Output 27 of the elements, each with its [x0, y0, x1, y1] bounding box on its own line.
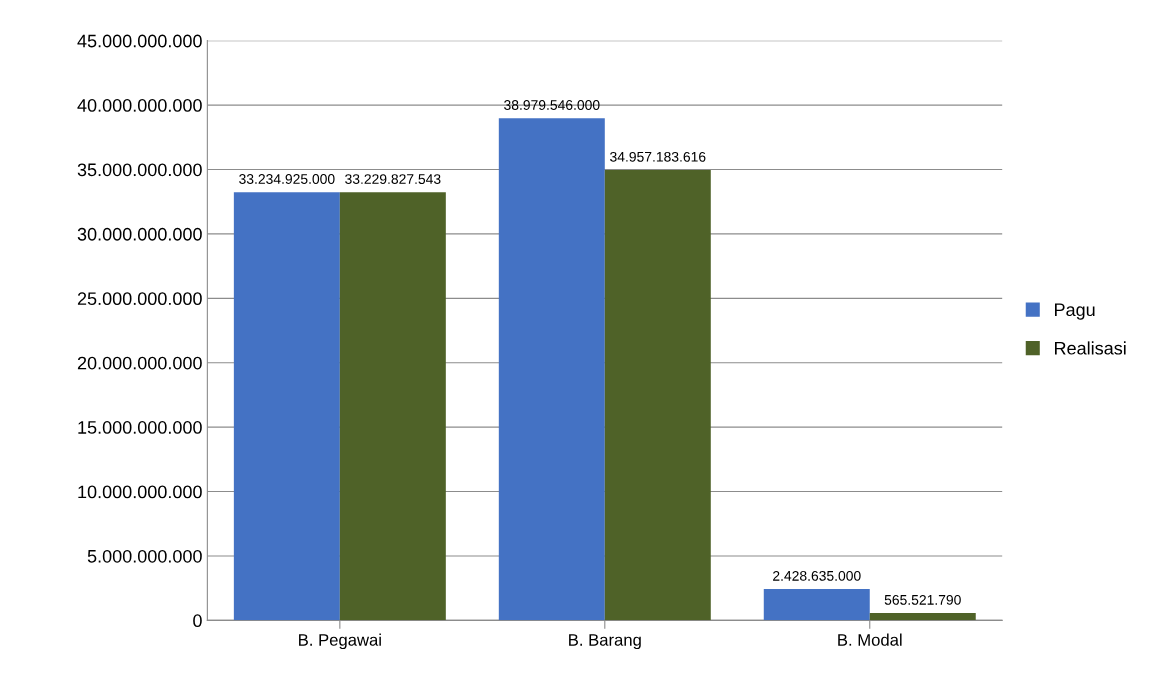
y-tick-label: 20.000.000.000 — [77, 356, 202, 370]
y-tick-label: 30.000.000.000 — [77, 227, 202, 241]
y-tick-label: 15.000.000.000 — [78, 421, 202, 434]
data-label: 38.979.546.000 — [504, 100, 600, 110]
y-tick-label: 10.000.000.000 — [78, 485, 202, 499]
data-label: 34.957.183.616 — [610, 151, 706, 162]
y-tick-label: 45.000.000.000 — [77, 34, 202, 48]
data-label: 33.229.827.543 — [345, 174, 441, 184]
x-tick-label: B. Barang — [569, 634, 641, 650]
legend-label: Pagu — [1055, 303, 1095, 320]
x-tick-label: B. Pegawai — [299, 633, 381, 650]
bar — [233, 192, 340, 621]
y-tick-label: 40.000.000.000 — [77, 99, 202, 112]
bar — [869, 613, 976, 621]
y-tick-label: 35.000.000.000 — [77, 163, 202, 177]
y-tick-label: 25.000.000.000 — [77, 292, 202, 306]
data-label: 565.521.790 — [884, 594, 961, 605]
bar — [498, 118, 605, 621]
data-label: 33.234.925.000 — [239, 174, 335, 184]
bar — [339, 192, 446, 621]
data-label: 2.428.635.000 — [773, 570, 861, 581]
legend-label: Realisasi — [1055, 341, 1126, 355]
x-tick-label: B. Modal — [838, 633, 902, 646]
y-tick-label: 5.000.000.000 — [87, 549, 202, 563]
bar — [604, 170, 711, 621]
bar — [763, 589, 870, 621]
y-tick-label: 0 — [193, 614, 202, 628]
